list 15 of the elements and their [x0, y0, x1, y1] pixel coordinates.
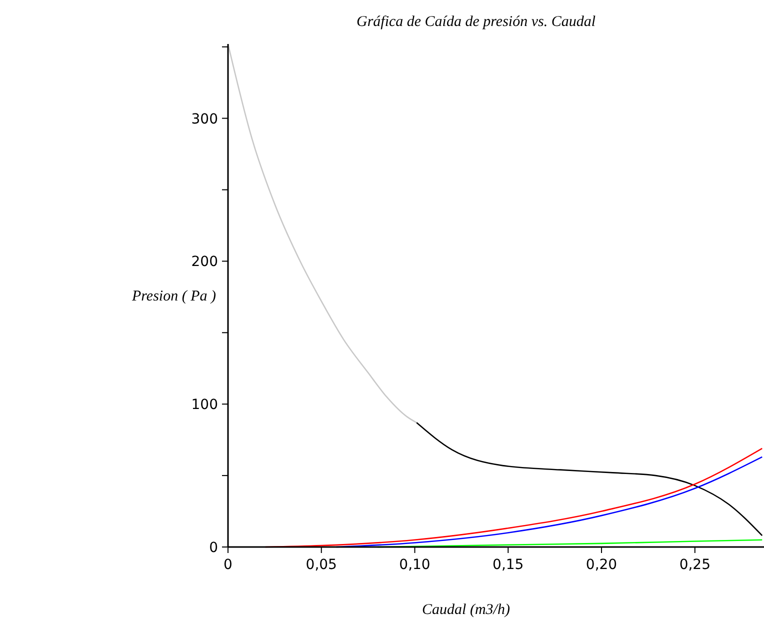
x-tick-label: 0,25 [679, 557, 710, 573]
x-tick-label: 0,20 [586, 557, 618, 573]
y-tick-label: 300 [191, 111, 218, 128]
x-axis-title: Caudal (m3/h) [422, 602, 510, 618]
x-tick-label: 0,10 [399, 557, 430, 573]
y-tick-label: 200 [191, 254, 218, 270]
x-tick-label: 0,15 [492, 557, 524, 573]
line-series [416, 422, 763, 536]
line-series [336, 456, 763, 548]
y-axis-title: Presion ( Pa ) [130, 288, 216, 304]
x-tick-label: 0 [224, 557, 232, 573]
y-tick-label: 100 [191, 397, 218, 414]
x-tick-label: 0,05 [306, 557, 337, 573]
y-tick-label: 0 [209, 540, 218, 556]
chart-title: Gráfica de Caída de presión vs. Caudal [356, 14, 596, 30]
